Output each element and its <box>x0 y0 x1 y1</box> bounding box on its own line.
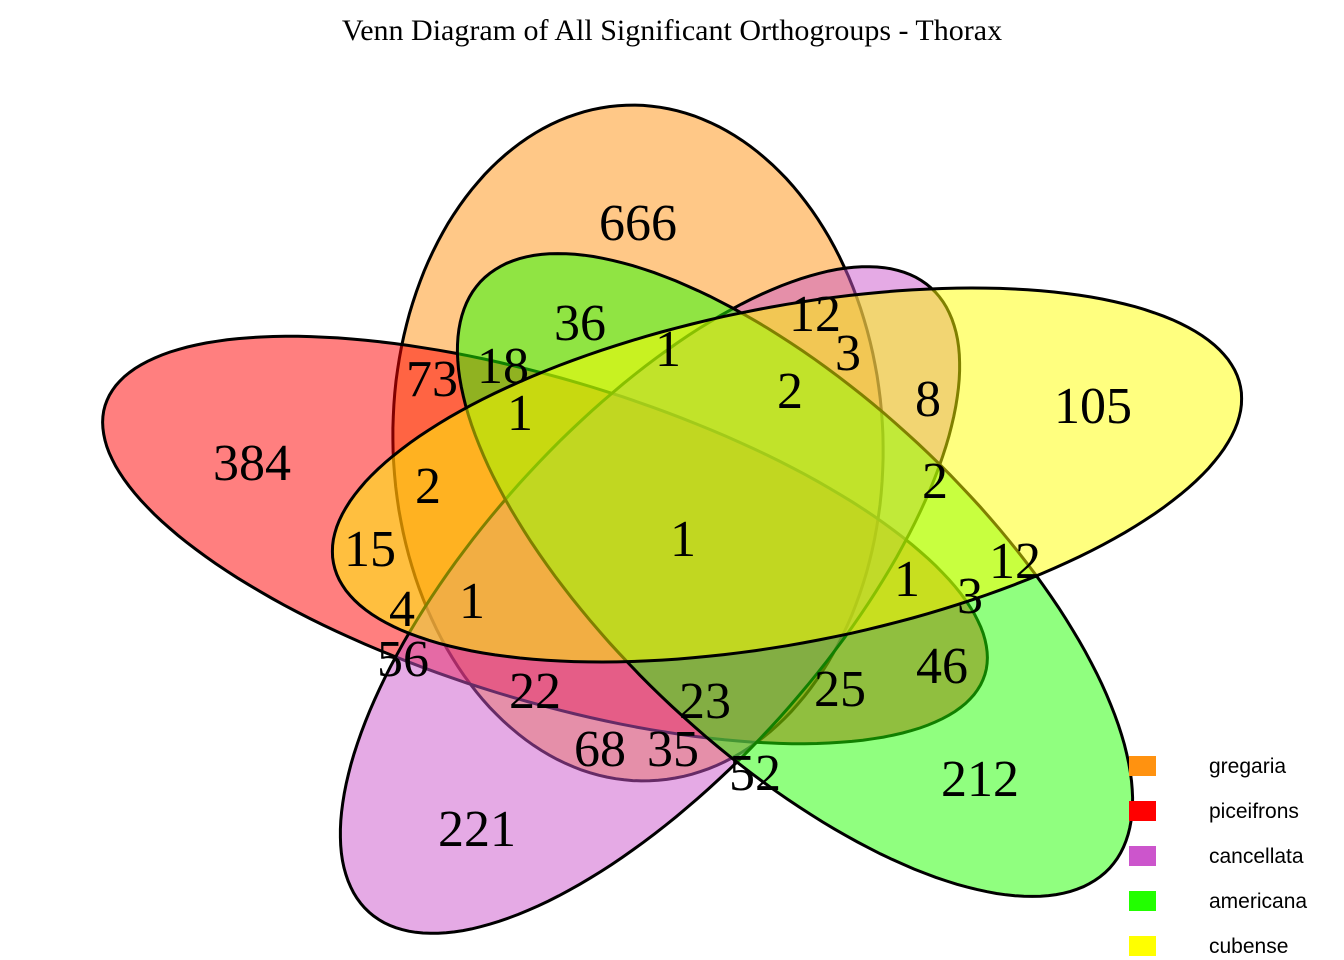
region-count-piceifrons-cancellata-cubense-gregaria: 4 <box>389 581 415 638</box>
legend: gregaria piceifrons cancellata americana cub… <box>1129 755 1307 958</box>
region-count-gregaria-americana: 36 <box>554 295 606 352</box>
legend-swatch-piceifrons <box>1129 801 1156 821</box>
legend-label-cancellata: cancellata <box>1209 845 1304 868</box>
legend-label-gregaria: gregaria <box>1209 755 1286 778</box>
legend-label-cubense: cubense <box>1209 935 1288 958</box>
region-count-gregaria-cancellata-cubense: 3 <box>835 325 861 382</box>
chart-title: Venn Diagram of All Significant Orthogro… <box>342 14 1002 47</box>
legend-swatch-cubense <box>1129 936 1156 956</box>
legend-swatch-gregaria <box>1129 756 1156 776</box>
region-count-gregaria-piceifrons-cancellata: 22 <box>509 663 561 720</box>
region-count-gregaria-piceifrons-americana-cancellata: 23 <box>679 673 731 730</box>
region-count-gregaria-cancellata: 68 <box>574 721 626 778</box>
region-count-piceifrons-americana-cancellata: 46 <box>916 638 968 695</box>
region-count-gregaria-piceifrons-americana-cubense: 1 <box>507 385 533 442</box>
region-count-gregaria: 666 <box>599 195 677 252</box>
region-count-gregaria-americana-cubense: 1 <box>655 321 681 378</box>
region-count-americana-cubense: 12 <box>989 533 1041 590</box>
region-count-piceifrons: 384 <box>213 435 291 492</box>
region-count-gregaria-americana-cancellata: 35 <box>647 721 699 778</box>
region-count-gregaria-piceifrons: 73 <box>406 351 458 408</box>
region-count-cancellata-cubense: 8 <box>915 371 941 428</box>
legend-swatch-americana <box>1129 891 1156 911</box>
region-count-piceifrons-americana-cancellata-gregaria: 25 <box>814 661 866 718</box>
region-count-piceifrons-cubense: 15 <box>344 521 396 578</box>
region-count-gregaria-piceifrons-cancellata-americana-cubense: 1 <box>670 511 696 568</box>
region-count-piceifrons-cancellata: 56 <box>377 631 429 688</box>
region-count-americana-cancellata: 52 <box>729 745 781 802</box>
region-count-cubense: 105 <box>1054 378 1132 435</box>
region-count-gregaria-piceifrons-cubense: 2 <box>415 458 441 515</box>
set-ellipse-cubense <box>330 286 1244 664</box>
region-count-piceifrons-americana-cancellata-cubense: 1 <box>894 551 920 608</box>
region-count-americana: 212 <box>941 751 1019 808</box>
region-count-gregaria-piceifrons-cancellata-cubense: 1 <box>459 573 485 630</box>
region-count-gregaria-piceifrons-americana: 18 <box>477 338 529 395</box>
legend-swatch-cancellata <box>1129 846 1156 866</box>
region-count-cancellata: 221 <box>438 801 516 858</box>
legend-label-piceifrons: piceifrons <box>1209 800 1299 823</box>
region-count-piceifrons-cancellata-cubense: 3 <box>957 568 983 625</box>
legend-label-americana: americana <box>1209 890 1307 913</box>
region-count-gregaria-cubense: 12 <box>789 286 841 343</box>
region-count-gregaria-americana-cancellata-cubense: 2 <box>777 363 803 420</box>
region-count-americana-cancellata-cubense: 2 <box>922 453 948 510</box>
